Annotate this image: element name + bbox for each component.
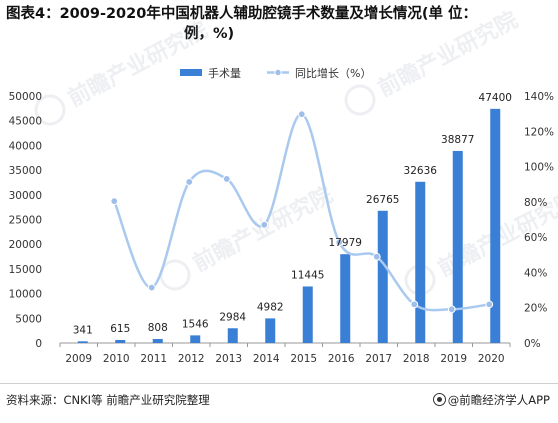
brand-logo-icon [432, 393, 446, 406]
y-right-tick-label: 100% [524, 162, 554, 174]
y-left-tick-label: 15000 [9, 264, 42, 276]
y-left-tick-label: 35000 [9, 165, 42, 177]
x-tick-label: 2011 [140, 353, 167, 365]
growth-point-2010 [110, 197, 119, 206]
y-left-tick-label: 45000 [9, 116, 42, 128]
y-right-tick-label: 120% [524, 126, 554, 138]
growth-point-2017 [372, 252, 381, 261]
chart-title-line2: 例，%) [184, 26, 235, 42]
y-left-tick-label: 50000 [9, 91, 42, 103]
watermark-logo-icon [34, 94, 66, 126]
x-tick-label: 2020 [478, 353, 505, 365]
chart-title-line1: 图表4：2009-2020年中国机器人辅助腔镜手术数量及增长情况(单 位： [6, 6, 477, 22]
x-tick-label: 2018 [403, 353, 430, 365]
y-left-tick-label: 20000 [9, 239, 42, 251]
watermark-logo-icon [159, 259, 191, 291]
watermark-text: 前瞻产业研究院 [189, 182, 337, 277]
y-left-tick-label: 25000 [9, 215, 42, 227]
legend-bar-swatch [180, 69, 202, 76]
bar-data-label: 47400 [479, 92, 512, 104]
bar-2011 [152, 339, 163, 343]
legend-line-marker [274, 68, 282, 77]
growth-point-2012 [185, 178, 194, 186]
chart-title: 图表4：2009-2020年中国机器人辅助腔镜手术数量及增长情况(单 位： 例，… [6, 4, 552, 44]
y-left-tick-label: 10000 [9, 289, 42, 301]
y-right-tick-label: 40% [524, 267, 547, 279]
brand-credit: @前瞻经济学人APP [432, 392, 550, 408]
x-tick-label: 2014 [253, 353, 280, 365]
y-right-tick-label: 60% [524, 232, 547, 244]
bar-data-label: 17979 [329, 237, 362, 249]
y-left-tick-label: 0 [35, 338, 42, 350]
y-left-tick-label: 30000 [9, 190, 42, 202]
growth-point-2014 [260, 220, 269, 229]
growth-point-2018 [410, 300, 419, 309]
x-tick-label: 2016 [328, 353, 355, 365]
bar-data-label: 11445 [291, 269, 324, 281]
x-tick-label: 2009 [65, 353, 92, 365]
x-tick-label: 2015 [290, 353, 317, 365]
bar-2017 [377, 210, 388, 343]
bar-data-label: 4982 [257, 301, 284, 313]
bar-2010 [115, 339, 126, 343]
y-right-tick-label: 140% [524, 91, 554, 103]
bar-data-label: 1546 [182, 318, 209, 330]
brand-text: @前瞻经济学人APP [447, 393, 550, 407]
bar-series [77, 108, 501, 344]
bar-data-label: 615 [110, 323, 130, 335]
bar-2016 [340, 254, 351, 343]
legend-line-label: 同比增长（%） [295, 66, 371, 80]
legend: 手术量 同比增长（%） [180, 66, 371, 80]
x-tick-label: 2012 [178, 353, 205, 365]
line-series [110, 110, 494, 314]
watermark-logo-icon [404, 264, 436, 296]
y-left-tick-label: 40000 [9, 140, 42, 152]
watermark-logo-icon [344, 84, 376, 116]
y-right-tick-label: 0% [524, 338, 541, 350]
growth-point-2020 [485, 300, 494, 309]
bar-2020 [490, 108, 501, 344]
axes: 0 5000 10000 15000 20000 25000 30000 35000 40000… [9, 91, 554, 365]
bar-data-label: 341 [73, 324, 93, 336]
y-right-tick-label: 80% [524, 197, 547, 209]
bar-data-label: 26765 [366, 194, 399, 206]
x-tick-label: 2013 [215, 353, 242, 365]
watermark-text: 前瞻产业研究院 [64, 17, 212, 112]
growth-point-2019 [447, 305, 456, 314]
bar-2012 [190, 335, 201, 343]
bar-2019 [452, 150, 463, 343]
x-tick-label: 2010 [103, 353, 130, 365]
bar-data-label: 32636 [404, 165, 438, 177]
bar-data-label: 38877 [441, 134, 474, 146]
bar-2015 [302, 286, 313, 343]
x-tick-label: 2017 [365, 353, 392, 365]
bar-2018 [415, 181, 426, 343]
bar-2014 [265, 318, 276, 343]
legend-bar-label: 手术量 [208, 66, 241, 80]
growth-point-2013 [222, 175, 231, 183]
bar-2013 [227, 328, 238, 343]
footer: 资料来源：CNKI等 前瞻产业研究院整理 @前瞻经济学人APP [0, 383, 558, 420]
source-note: 资料来源：CNKI等 前瞻产业研究院整理 [6, 393, 210, 407]
bar-data-label: 2984 [219, 311, 246, 323]
data-labels: 341 615 808 1546 2984 4982 11445 17979 26765 3263… [73, 92, 512, 336]
y-right-tick-label: 20% [524, 303, 547, 315]
growth-point-2011 [147, 283, 156, 292]
y-left-tick-label: 5000 [15, 313, 42, 325]
bar-data-label: 808 [148, 322, 168, 334]
x-tick-label: 2019 [440, 353, 467, 365]
watermark-text: 前瞻产业研究院 [374, 7, 522, 102]
growth-point-2016 [335, 238, 344, 247]
growth-point-2015 [297, 110, 306, 119]
bar-2009 [77, 341, 88, 343]
